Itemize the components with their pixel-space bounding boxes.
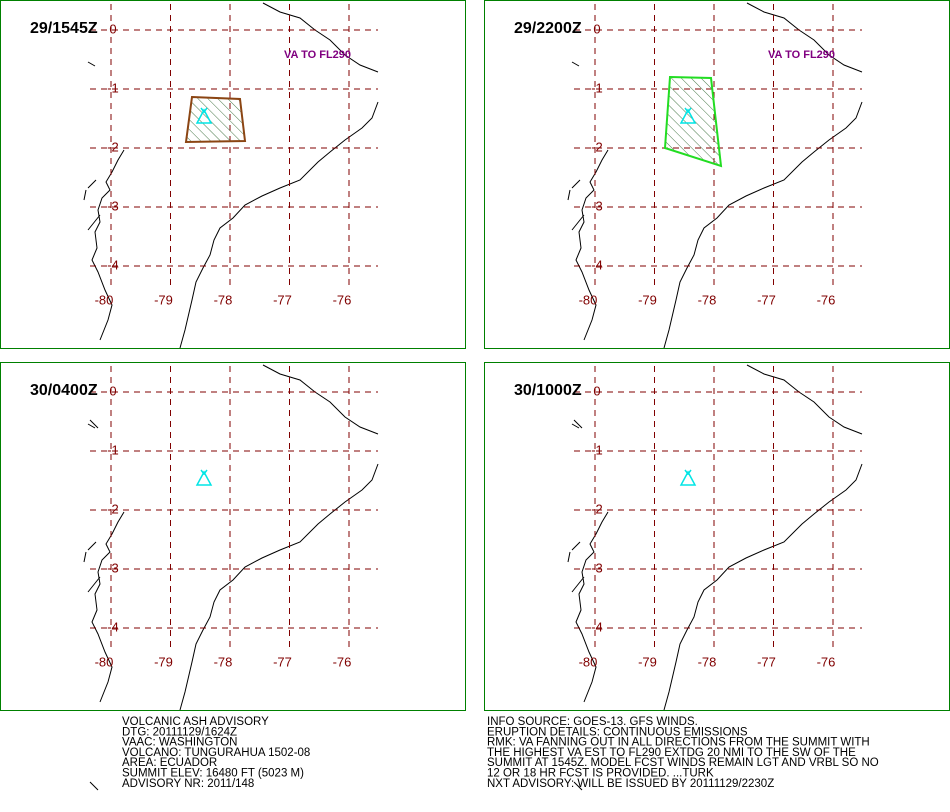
longitude-label: -78: [214, 292, 233, 307]
longitude-label: -77: [757, 654, 776, 669]
advisory-line: SUMMIT AT 1545Z. MODEL FCST WINDS REMAIN…: [487, 757, 879, 769]
coastline: [663, 101, 863, 349]
advisory-line: ERUPTION DETAILS: CONTINUOUS EMISSIONS: [487, 726, 748, 738]
longitude-label: -80: [579, 654, 598, 669]
volcano-symbol: [679, 469, 697, 486]
valid-time: 30/1000Z: [514, 382, 582, 399]
longitude-label: -80: [95, 292, 114, 307]
map-panel: 0 -1 -2 -3 -4 -80 -79 -78 -77 -76 29/2200Z VA TO FL…: [484, 0, 950, 429]
latitude-label: -2: [591, 139, 603, 154]
advisory-line: INFO SOURCE: GOES-13. GFS WINDS.: [487, 716, 698, 728]
latitude-label: 0: [593, 383, 600, 398]
latitude-label: -3: [107, 560, 119, 575]
longitude-label: -80: [579, 292, 598, 307]
volcano-symbol: [195, 107, 213, 124]
coastline: [91, 511, 125, 703]
panel-border: [0, 362, 466, 711]
coastline: [87, 423, 99, 791]
advisory-line: SUMMIT ELEV: 16480 FT (5023 M): [122, 768, 304, 780]
map-panel: 0 -1 -2 -3 -4 -80 -79 -78 -77 -76 30/0400Z: [0, 362, 466, 791]
advisory-line: VOLCANIC ASH ADVISORY: [122, 716, 269, 728]
map-panel: 0 -1 -2 -3 -4 -80 -79 -78 -77 -76 30/1000Z: [484, 362, 950, 791]
valid-time: 29/2200Z: [514, 20, 582, 37]
longitude-label: -77: [273, 654, 292, 669]
panel-border: [0, 0, 466, 349]
valid-time: 30/0400Z: [30, 382, 98, 399]
volcano-symbol: [679, 107, 697, 124]
map-panel: 0 -1 -2 -3 -4 -80 -79 -78 -77 -76 29/1545Z VA TO FL…: [0, 0, 466, 429]
advisory-line: VOLCANO: TUNGURAHUA 1502-08: [122, 747, 310, 759]
ash-level-note: VA TO FL290: [768, 49, 835, 61]
latitude-label: -4: [107, 257, 119, 272]
longitude-label: -79: [638, 292, 657, 307]
latitude-label: -1: [107, 80, 119, 95]
longitude-label: -79: [154, 292, 173, 307]
ash-cloud: [184, 95, 247, 144]
coastline: [571, 423, 583, 791]
advisory-line: RMK: VA FANNING OUT IN ALL DIRECTIONS FR…: [487, 737, 870, 749]
longitude-label: -80: [95, 654, 114, 669]
coastline: [575, 149, 609, 341]
coastline: [91, 149, 125, 341]
coastline: [83, 541, 101, 593]
latitude-label: -1: [107, 442, 119, 457]
latitude-label: -2: [107, 501, 119, 516]
valid-time: 29/1545Z: [30, 20, 98, 37]
longitude-label: -78: [698, 292, 717, 307]
longitude-label: -79: [638, 654, 657, 669]
coastline: [575, 511, 609, 703]
ash-cloud: [663, 75, 723, 168]
latitude-label: -3: [591, 560, 603, 575]
advisory-line: AREA: ECUADOR: [122, 757, 217, 769]
latitude-label: 0: [109, 21, 116, 36]
longitude-label: -76: [333, 292, 352, 307]
advisory-line: THE HIGHEST VA EST TO FL290 EXTDG 20 NMI…: [487, 747, 856, 759]
longitude-label: -77: [757, 292, 776, 307]
panel-border: [484, 362, 950, 711]
longitude-label: -78: [214, 654, 233, 669]
coastline: [571, 61, 583, 429]
longitude-label: -76: [333, 654, 352, 669]
latitude-label: -4: [591, 619, 603, 634]
advisory-line: ADVISORY NR: 2011/148: [122, 778, 254, 790]
latitude-label: -1: [591, 80, 603, 95]
latitude-label: -2: [591, 501, 603, 516]
coastline: [179, 463, 379, 711]
volcano-symbol: [195, 469, 213, 486]
advisory-line: NXT ADVISORY: WILL BE ISSUED BY 20111129…: [487, 778, 774, 790]
coastline: [262, 364, 379, 435]
longitude-label: -77: [273, 292, 292, 307]
coastline: [567, 179, 585, 231]
latitude-label: -4: [107, 619, 119, 634]
latitude-label: -4: [591, 257, 603, 272]
coastline: [567, 541, 585, 593]
longitude-label: -79: [154, 654, 173, 669]
advisory-line: DTG: 20111129/1624Z: [122, 726, 237, 738]
coastline: [746, 364, 863, 435]
latitude-label: -3: [591, 198, 603, 213]
coastline: [262, 2, 379, 73]
coastline: [87, 61, 99, 429]
latitude-label: -1: [591, 442, 603, 457]
longitude-label: -78: [698, 654, 717, 669]
ash-level-note: VA TO FL290: [284, 49, 351, 61]
longitude-label: -76: [817, 654, 836, 669]
advisory-line: VAAC: WASHINGTON: [122, 737, 237, 749]
latitude-label: -3: [107, 198, 119, 213]
coastline: [179, 101, 379, 349]
coastline: [83, 179, 101, 231]
latitude-label: 0: [593, 21, 600, 36]
latitude-label: -2: [107, 139, 119, 154]
panel-border: [484, 0, 950, 349]
advisory-line: 12 OR 18 HR FCST IS PROVIDED. ...TURK: [487, 768, 714, 780]
coastline: [663, 463, 863, 711]
longitude-label: -76: [817, 292, 836, 307]
latitude-label: 0: [109, 383, 116, 398]
coastline: [746, 2, 863, 73]
